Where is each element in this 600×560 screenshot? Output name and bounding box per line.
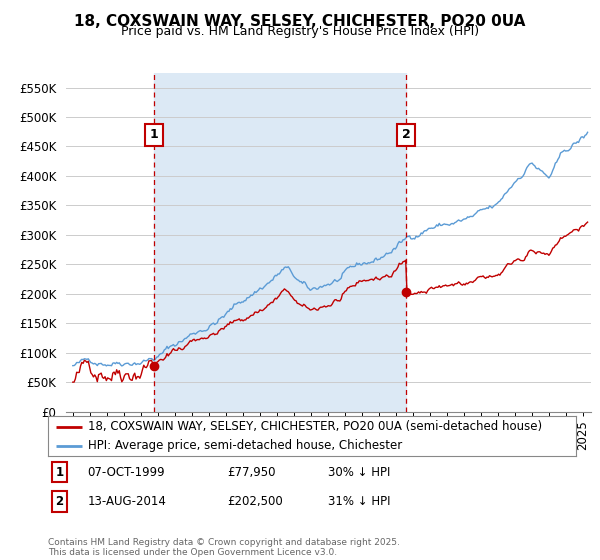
Text: 18, COXSWAIN WAY, SELSEY, CHICHESTER, PO20 0UA (semi-detached house): 18, COXSWAIN WAY, SELSEY, CHICHESTER, PO… <box>88 421 542 433</box>
Text: 07-OCT-1999: 07-OCT-1999 <box>88 465 165 479</box>
Text: Price paid vs. HM Land Registry's House Price Index (HPI): Price paid vs. HM Land Registry's House … <box>121 25 479 38</box>
Text: 1: 1 <box>56 465 64 479</box>
Text: 31% ↓ HPI: 31% ↓ HPI <box>328 495 391 508</box>
Text: 13-AUG-2014: 13-AUG-2014 <box>88 495 166 508</box>
Text: 2: 2 <box>56 495 64 508</box>
Text: £202,500: £202,500 <box>227 495 283 508</box>
Text: £77,950: £77,950 <box>227 465 276 479</box>
Text: 2: 2 <box>402 128 410 141</box>
Text: Contains HM Land Registry data © Crown copyright and database right 2025.
This d: Contains HM Land Registry data © Crown c… <box>48 538 400 557</box>
Text: 30% ↓ HPI: 30% ↓ HPI <box>328 465 390 479</box>
Text: 18, COXSWAIN WAY, SELSEY, CHICHESTER, PO20 0UA: 18, COXSWAIN WAY, SELSEY, CHICHESTER, PO… <box>74 14 526 29</box>
Bar <box>154 73 406 412</box>
Text: 1: 1 <box>149 128 158 141</box>
Text: HPI: Average price, semi-detached house, Chichester: HPI: Average price, semi-detached house,… <box>88 439 402 452</box>
